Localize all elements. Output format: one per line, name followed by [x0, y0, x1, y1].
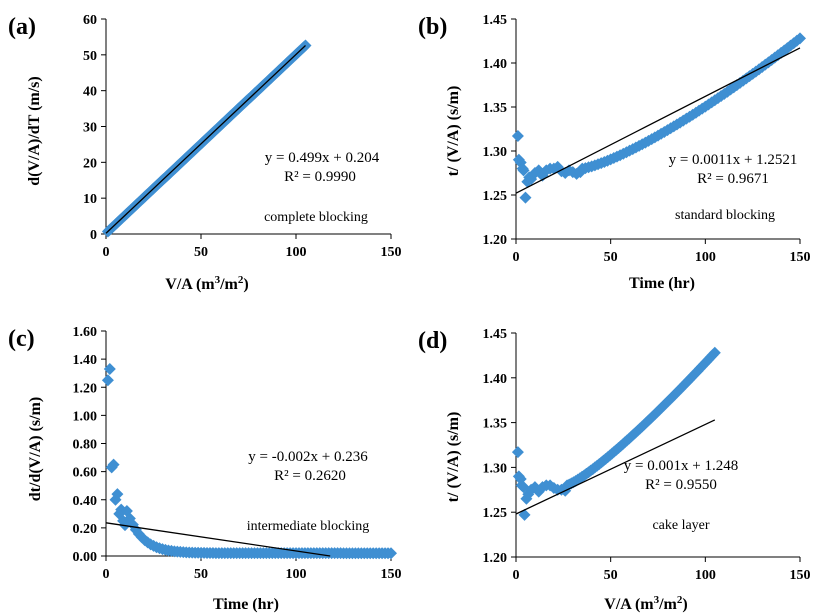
data-point: [708, 346, 721, 359]
y-tick-label: 40: [83, 85, 97, 100]
y-tick-label: 1.30: [483, 145, 508, 160]
y-axis-title: t/ (V/A) (s/m): [445, 412, 462, 503]
y-tick-label: 0.40: [73, 494, 98, 509]
y-tick-label: 1.30: [483, 461, 508, 476]
x-tick-label: 100: [695, 250, 716, 265]
data-point: [517, 164, 530, 177]
y-tick-label: 1.25: [483, 189, 508, 204]
x-tick-label: 0: [513, 250, 520, 265]
x-axis-title: Time (hr): [629, 275, 695, 292]
data-point: [794, 32, 806, 45]
r-squared: R² = 0.2620: [274, 468, 346, 484]
panel-letter: (a): [8, 14, 36, 40]
data-point: [518, 508, 531, 521]
y-axis-title: dt/d(V/A) (s/m): [27, 397, 44, 501]
r-squared: R² = 0.9550: [645, 477, 717, 493]
y-tick-label: 1.40: [483, 372, 508, 387]
x-axis-title: V/A (m3/m2): [604, 594, 687, 613]
y-tick-label: 1.00: [73, 409, 98, 424]
x-tick-label: 50: [604, 250, 618, 265]
data-point: [511, 446, 524, 459]
r-squared: R² = 0.9990: [284, 169, 356, 185]
model-annotation: intermediate blocking: [247, 519, 369, 534]
data-point: [511, 130, 524, 143]
y-tick-label: 1.35: [483, 417, 508, 432]
y-tick-label: 0.20: [73, 522, 98, 537]
y-tick-label: 0.00: [73, 550, 98, 565]
trendline-equation: y = 0.499x + 0.204: [265, 150, 380, 166]
y-tick-label: 0: [90, 228, 97, 243]
data-point: [519, 191, 532, 204]
trendline-equation: y = 0.0011x + 1.2521: [669, 152, 798, 168]
x-tick-label: 100: [286, 567, 307, 582]
y-tick-label: 1.25: [483, 506, 508, 521]
y-axis-title: t/ (V/A) (s/m): [445, 86, 462, 177]
data-point: [107, 458, 120, 471]
r-squared: R² = 0.9671: [697, 171, 769, 187]
data-point: [101, 374, 114, 387]
panel-letter: (d): [418, 328, 447, 354]
x-tick-label: 0: [103, 567, 110, 582]
y-tick-label: 30: [83, 121, 97, 136]
trendline-equation: y = 0.001x + 1.248: [624, 458, 738, 474]
x-tick-label: 50: [194, 567, 208, 582]
x-tick-label: 50: [604, 568, 618, 583]
x-axis-title: Time (hr): [213, 596, 279, 613]
y-tick-label: 1.20: [483, 233, 508, 248]
x-tick-label: 100: [286, 245, 307, 260]
model-annotation: complete blocking: [264, 210, 368, 225]
y-tick-label: 0.80: [73, 438, 98, 453]
y-tick-label: 1.40: [483, 57, 508, 72]
panel-c: (c) dt/d(V/A) (s/m) Time (hr) y = -0.002…: [8, 325, 402, 613]
y-tick-label: 1.20: [483, 551, 508, 566]
panel-d: (d) t/ (V/A) (s/m) V/A (m3/m2) y = 0.001…: [418, 327, 811, 613]
data-point: [385, 547, 397, 560]
y-tick-label: 0.60: [73, 466, 98, 481]
x-tick-label: 150: [381, 567, 402, 582]
trendline: [515, 419, 716, 515]
y-tick-label: 20: [83, 156, 97, 171]
y-tick-label: 10: [83, 192, 97, 207]
x-tick-label: 0: [513, 568, 520, 583]
data-point: [117, 514, 130, 527]
data-point: [103, 362, 116, 375]
x-axis-title: V/A (m3/m2): [165, 274, 248, 293]
x-tick-label: 100: [695, 568, 716, 583]
x-tick-label: 0: [103, 245, 110, 260]
panel-letter: (b): [418, 14, 447, 40]
x-tick-label: 150: [790, 250, 811, 265]
x-tick-label: 50: [194, 245, 208, 260]
trendline-equation: y = -0.002x + 0.236: [248, 449, 368, 465]
data-point: [111, 488, 124, 501]
panel-a: (a) d(V/A)/dT (m/s) V/A (m3/m2) y = 0.49…: [8, 13, 402, 293]
panel-b: (b) t/ (V/A) (s/m) Time (hr) y = 0.0011x…: [418, 13, 811, 292]
y-tick-label: 1.35: [483, 101, 508, 116]
panel-letter: (c): [8, 326, 35, 352]
y-tick-label: 1.40: [73, 353, 98, 368]
y-tick-label: 60: [83, 13, 97, 28]
x-tick-label: 150: [381, 245, 402, 260]
y-tick-label: 1.60: [73, 325, 98, 340]
y-tick-label: 1.45: [483, 327, 508, 342]
x-tick-label: 150: [790, 568, 811, 583]
y-tick-label: 1.20: [73, 381, 98, 396]
model-annotation: cake layer: [652, 518, 709, 533]
trendline: [105, 522, 331, 557]
model-annotation: standard blocking: [675, 208, 775, 223]
y-tick-label: 50: [83, 49, 97, 64]
y-tick-label: 1.45: [483, 13, 508, 28]
trendline: [105, 45, 306, 234]
trendline: [515, 47, 801, 194]
y-axis-title: d(V/A)/dT (m/s): [26, 76, 43, 186]
